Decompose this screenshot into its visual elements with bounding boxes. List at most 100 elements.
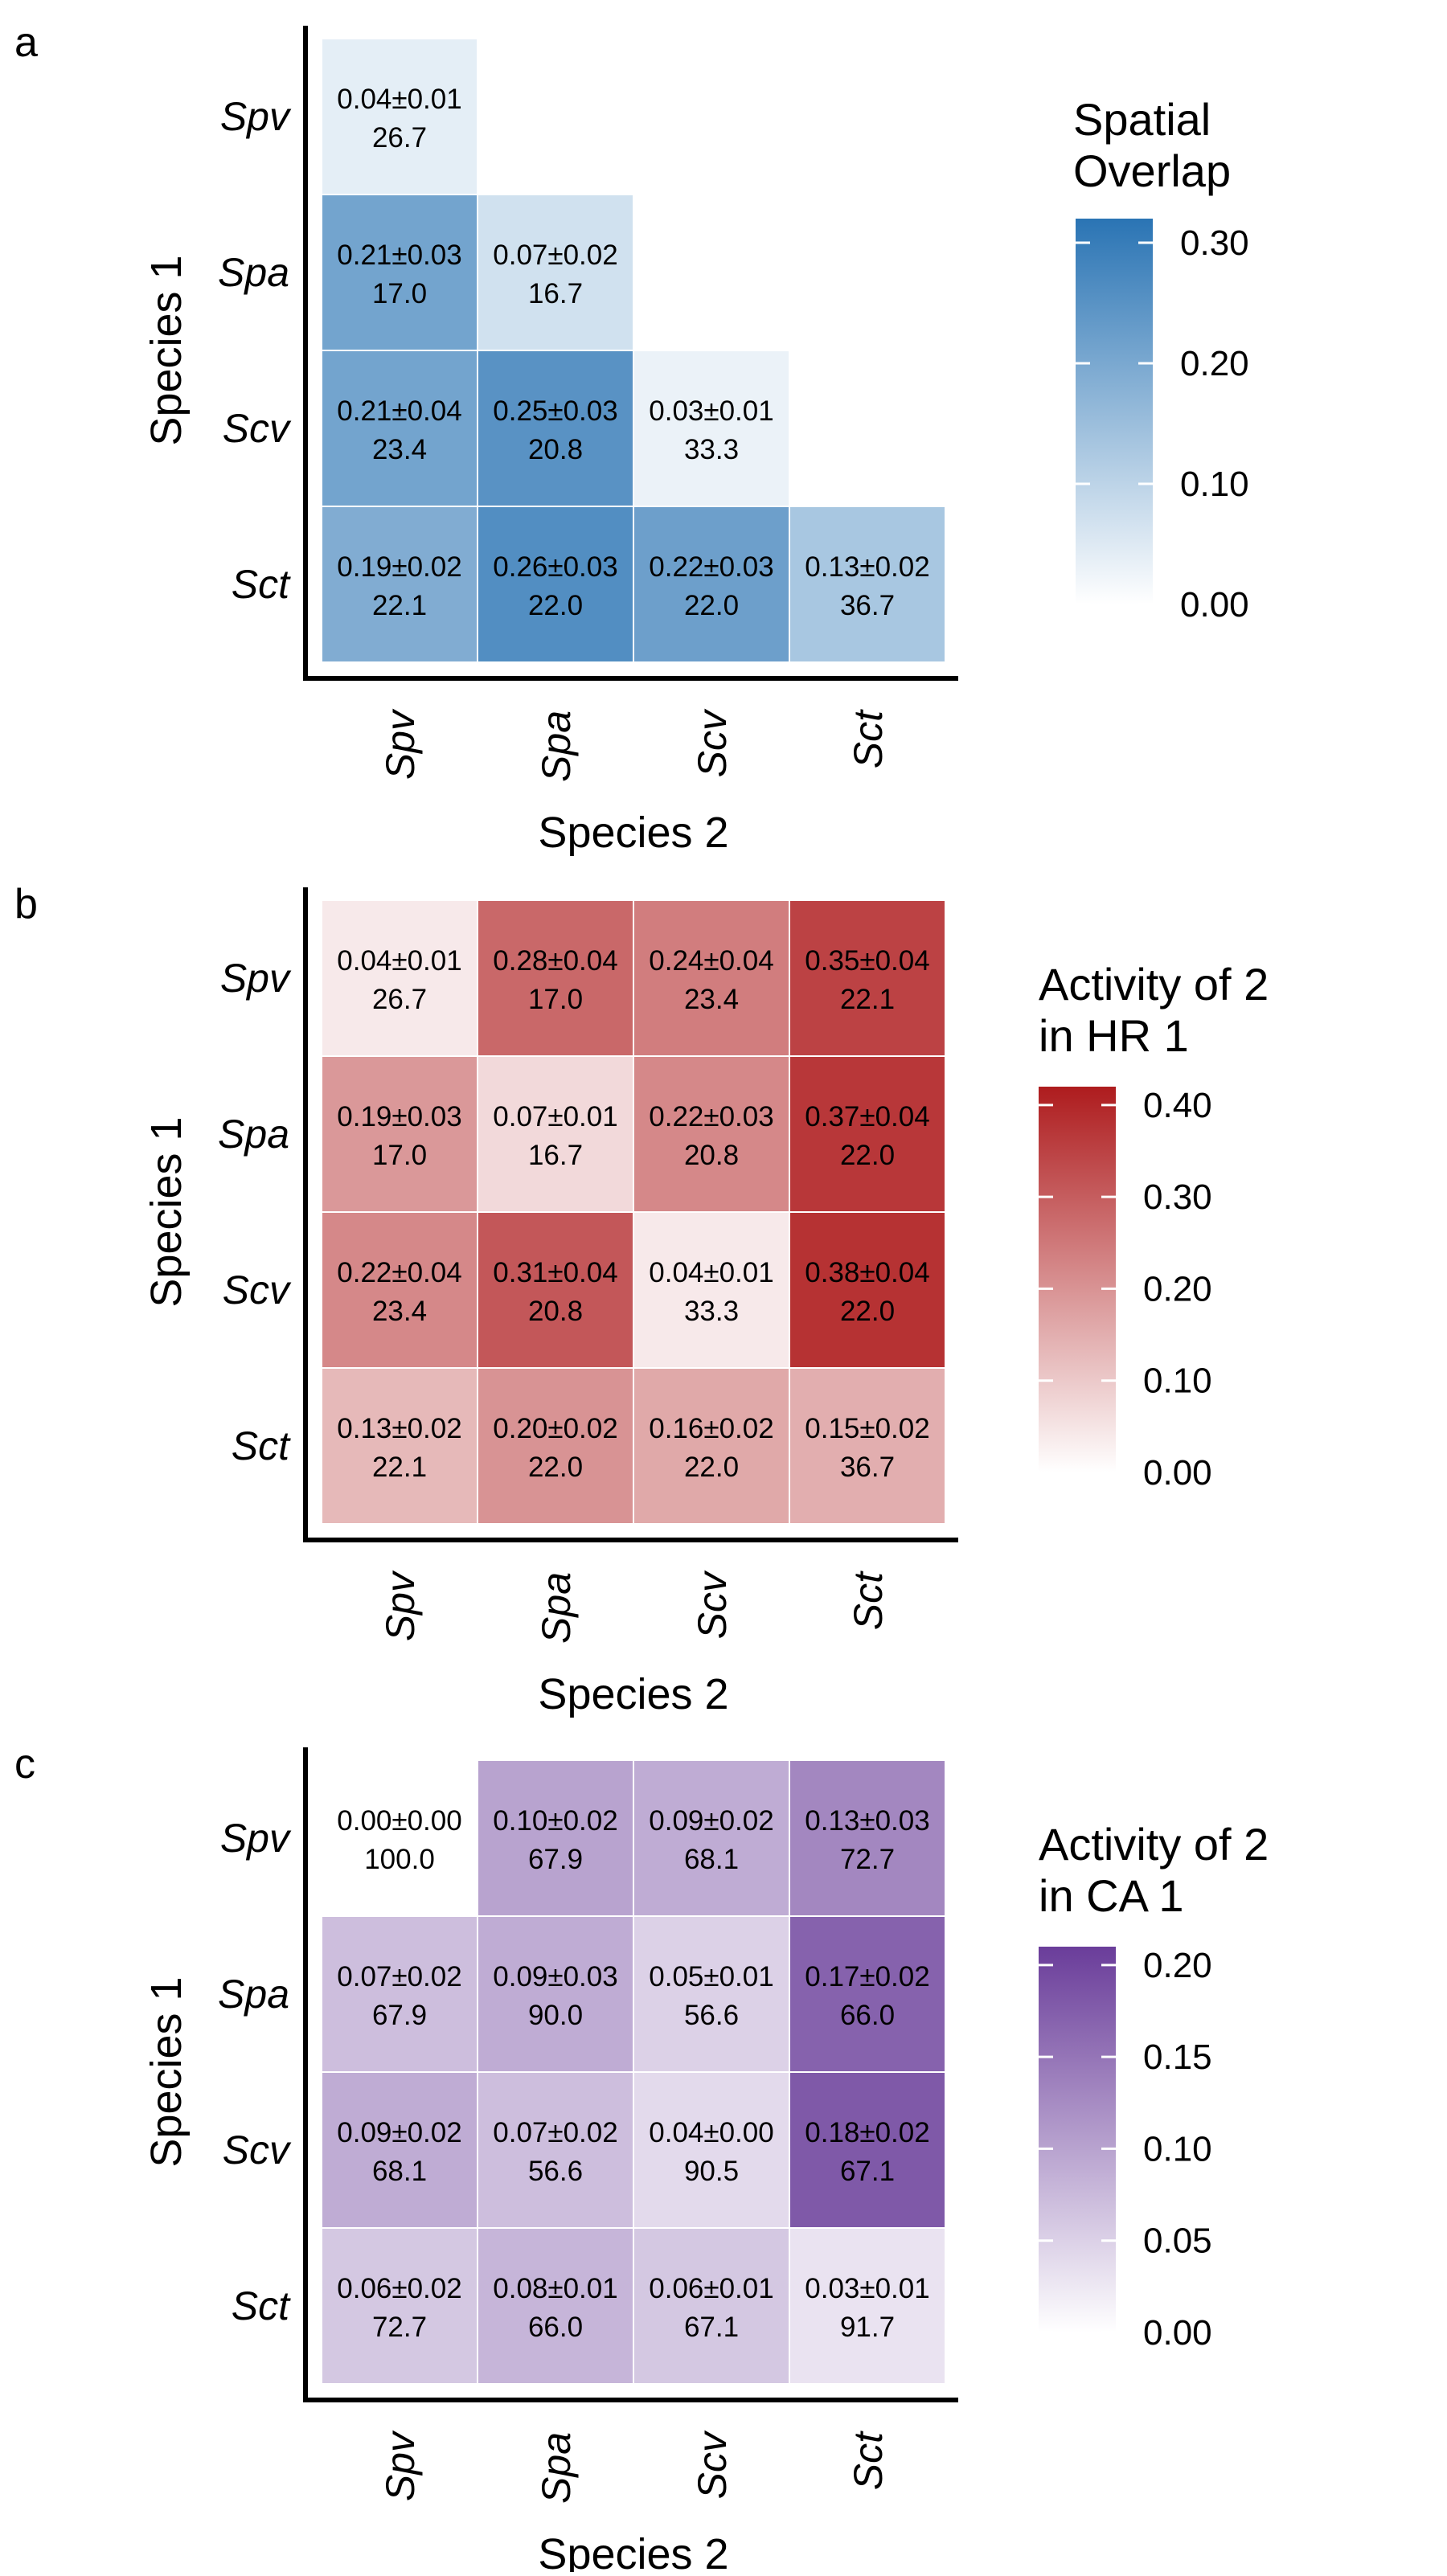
cell-value-label: 0.04±0.01	[337, 945, 461, 977]
cell-value-label: 0.07±0.02	[493, 240, 617, 271]
cell-sub-label: 16.7	[528, 278, 583, 309]
y-tick-label: Scv	[223, 406, 292, 451]
heatmap-cell	[478, 1369, 633, 1523]
cell-value-label: 0.04±0.00	[649, 2117, 773, 2148]
cell-sub-label: 66.0	[840, 2000, 895, 2031]
heatmap-cell	[790, 2073, 945, 2227]
y-tick-label: Spa	[218, 1112, 289, 1157]
cell-sub-label: 22.0	[840, 1296, 895, 1327]
cell-sub-label: 36.7	[840, 590, 895, 621]
x-tick-label: Scv	[690, 1570, 735, 1639]
x-tick-label: Spa	[534, 1572, 579, 1644]
heatmap-cell	[478, 1057, 633, 1211]
x-axis-title: Species 2	[538, 2530, 728, 2572]
cell-value-label: 0.08±0.01	[493, 2273, 617, 2304]
cell-sub-label: 23.4	[372, 1296, 427, 1327]
cell-sub-label: 67.1	[684, 2312, 739, 2343]
heatmap-cell	[322, 2229, 477, 2383]
cell-sub-label: 22.0	[684, 590, 739, 621]
cell-value-label: 0.13±0.03	[805, 1805, 929, 1837]
x-tick-label: Spv	[378, 708, 423, 780]
heatmap-cell	[634, 507, 789, 661]
heatmap-cell	[634, 1057, 789, 1211]
legend-colorbar	[1039, 1947, 1116, 2332]
legend-colorbar	[1076, 219, 1153, 604]
heatmap-cell	[634, 1369, 789, 1523]
heatmap-cell	[478, 507, 633, 661]
heatmap-cell	[322, 1057, 477, 1211]
cell-sub-label: 17.0	[528, 984, 583, 1015]
y-tick-label: Spa	[218, 250, 289, 295]
cell-value-label: 0.03±0.01	[805, 2273, 929, 2304]
y-tick-label: Sct	[232, 1423, 291, 1468]
cell-sub-label: 67.9	[528, 1844, 583, 1875]
cell-sub-label: 22.0	[840, 1140, 895, 1171]
cell-sub-label: 33.3	[684, 1296, 739, 1327]
cell-value-label: 0.21±0.03	[337, 240, 461, 271]
cell-value-label: 0.38±0.04	[805, 1257, 929, 1288]
y-tick-label: Scv	[223, 2128, 292, 2173]
x-tick-label: Sct	[846, 709, 891, 768]
cell-sub-label: 22.1	[372, 590, 427, 621]
cell-value-label: 0.09±0.03	[493, 1961, 617, 1992]
cell-value-label: 0.17±0.02	[805, 1961, 929, 1992]
cell-value-label: 0.07±0.02	[337, 1961, 461, 1992]
heatmap-cell	[478, 1761, 633, 1915]
heatmap-cell	[322, 507, 477, 661]
legend-tick-label: 0.20	[1143, 1946, 1212, 1985]
heatmap-cell	[322, 39, 477, 194]
cell-sub-label: 20.8	[684, 1140, 739, 1171]
y-tick-label: Scv	[223, 1268, 292, 1313]
heatmap-cell	[322, 1917, 477, 2071]
y-tick-label: Spv	[220, 1816, 292, 1861]
cell-sub-label: 91.7	[840, 2312, 895, 2343]
legend-title: Activity of 2	[1039, 959, 1269, 1010]
cell-value-label: 0.31±0.04	[493, 1257, 617, 1288]
cell-sub-label: 16.7	[528, 1140, 583, 1171]
cell-value-label: 0.22±0.03	[649, 551, 773, 583]
cell-value-label: 0.00±0.00	[337, 1805, 461, 1837]
heatmap-cell	[790, 1213, 945, 1367]
legend-title: Overlap	[1073, 145, 1231, 196]
cell-value-label: 0.16±0.02	[649, 1413, 773, 1444]
legend-title: Spatial	[1073, 94, 1211, 145]
heatmap-cell	[790, 1761, 945, 1915]
cell-sub-label: 22.1	[840, 984, 895, 1015]
cell-sub-label: 100.0	[364, 1844, 435, 1875]
panel-a: a 0.04±0.01 26.7 0.21±0.03 17.0 0.07±0.02 16.7…	[14, 19, 1249, 857]
heatmap-cell	[322, 2073, 477, 2227]
cell-value-label: 0.15±0.02	[805, 1413, 929, 1444]
cell-sub-label: 20.8	[528, 1296, 583, 1327]
cell-sub-label: 22.0	[684, 1452, 739, 1483]
heatmap-cell	[790, 1057, 945, 1211]
heatmap-cell	[478, 1917, 633, 2071]
y-axis-title: Species 1	[142, 1976, 191, 2167]
heatmap-cell	[322, 195, 477, 350]
cell-value-label: 0.06±0.01	[649, 2273, 773, 2304]
cell-value-label: 0.13±0.02	[337, 1413, 461, 1444]
panel-c: c 0.00±0.00 100.0 0.10±0.02 67.9 0.09±0.02 68.…	[14, 1741, 1269, 2576]
heatmap-cell	[322, 1213, 477, 1367]
cell-value-label: 0.05±0.01	[649, 1961, 773, 1992]
legend-tick-label: 0.10	[1180, 465, 1249, 504]
y-tick-label: Spa	[218, 1972, 289, 2017]
legend-tick-label: 0.40	[1143, 1086, 1212, 1125]
heatmap-cell	[790, 507, 945, 661]
cell-sub-label: 23.4	[684, 984, 739, 1015]
panel-letter: a	[14, 19, 38, 66]
cell-value-label: 0.18±0.02	[805, 2117, 929, 2148]
heatmap-cell	[790, 1917, 945, 2071]
x-tick-label: Sct	[846, 1571, 891, 1630]
cell-sub-label: 90.5	[684, 2156, 739, 2187]
x-axis-title: Species 2	[538, 1670, 728, 1718]
cell-value-label: 0.26±0.03	[493, 551, 617, 583]
cell-value-label: 0.04±0.01	[649, 1257, 773, 1288]
heatmap-cell	[634, 2229, 789, 2383]
legend-tick-label: 0.15	[1143, 2037, 1212, 2077]
x-tick-label: Spa	[534, 711, 579, 782]
cell-sub-label: 90.0	[528, 2000, 583, 2031]
cell-sub-label: 36.7	[840, 1452, 895, 1483]
x-tick-label: Spv	[378, 2430, 423, 2501]
legend-tick-label: 0.00	[1143, 1453, 1212, 1493]
